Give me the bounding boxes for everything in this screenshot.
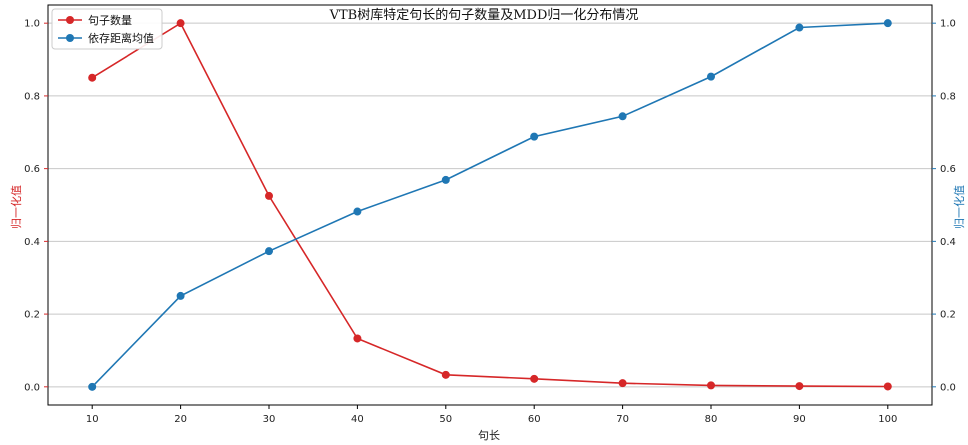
y-tick-label-right: 0.0 (940, 382, 956, 393)
data-point-series-0 (265, 191, 273, 200)
y-tick-label-left: 1.0 (24, 19, 40, 30)
y-tick-label-left: 0.8 (24, 91, 40, 102)
y-tick-label-right: 0.6 (940, 164, 956, 175)
legend-box (51, 8, 163, 50)
data-point-series-0 (795, 382, 804, 391)
data-point-series-0 (353, 334, 362, 343)
data-point-series-1 (353, 207, 362, 216)
y-tick-label-left: 0.4 (24, 237, 40, 248)
x-tick-label: 70 (616, 414, 629, 425)
data-point-series-1 (530, 132, 539, 141)
data-point-series-0 (176, 19, 185, 28)
y-tick-label-right: 0.2 (940, 310, 956, 321)
y-tick-label-left: 0.6 (24, 164, 40, 175)
axis-ticks: 0.0 0.0 0.2 0.2 0.4 0.4 0.6 0.6 0.8 0.8 1.0 1.0 10 20… (24, 19, 956, 425)
series-layer (88, 19, 892, 391)
chart-title: VTB树库特定句长的句子数量及MDD归一化分布情况 (329, 7, 639, 23)
data-point-series-1 (441, 175, 450, 184)
x-tick-label: 30 (263, 414, 276, 425)
x-axis-label: 句长 (478, 429, 500, 442)
y-tick-label-left: 0.0 (24, 382, 40, 393)
legend-marker-sentence-count (66, 16, 74, 24)
data-point-series-0 (530, 374, 539, 383)
x-tick-label: 40 (351, 414, 364, 425)
data-point-series-1 (618, 112, 627, 121)
data-point-series-1 (707, 72, 715, 81)
legend-label-sentence-count: 句子数量 (88, 14, 132, 27)
x-tick-label: 10 (86, 414, 99, 425)
x-tick-label: 20 (174, 414, 187, 425)
series-line-1 (91, 22, 888, 388)
data-point-series-0 (88, 73, 97, 82)
legend-label-mean-dependency-distance: 依存距离均值 (88, 31, 154, 45)
y-tick-label-left: 0.2 (24, 310, 40, 321)
data-point-series-1 (265, 247, 273, 256)
x-tick-label: 90 (793, 414, 806, 425)
legend-marker-mean-dependency-distance (66, 34, 74, 42)
legend: 句子数量 依存距离均值 (51, 8, 163, 50)
data-point-series-0 (441, 370, 450, 379)
y-tick-label-right: 1.0 (940, 19, 956, 30)
y-tick-label-right: 0.4 (940, 237, 956, 248)
y-tick-label-right: 0.8 (940, 91, 956, 102)
data-point-series-1 (883, 19, 892, 28)
data-point-series-0 (618, 379, 627, 388)
series-line-0 (91, 22, 888, 388)
data-point-series-0 (883, 382, 892, 391)
x-tick-label: 60 (528, 414, 541, 425)
data-point-series-0 (707, 381, 715, 390)
plot-area-frame (47, 4, 933, 406)
y-axis-label-left: 归一化值 (9, 185, 23, 229)
data-point-series-1 (88, 382, 97, 391)
data-point-series-1 (795, 23, 804, 32)
x-tick-label: 50 (439, 414, 452, 425)
x-tick-label: 80 (705, 414, 718, 425)
y-axis-label-right: 归一化值 (952, 185, 966, 229)
grid-lines (48, 22, 932, 388)
x-tick-label: 100 (878, 414, 897, 425)
data-point-series-1 (176, 291, 185, 300)
